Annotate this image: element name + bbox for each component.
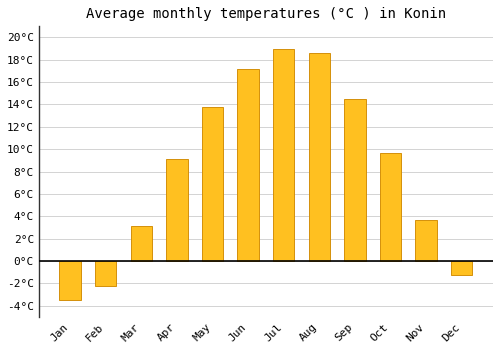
- Bar: [238, 69, 259, 261]
- Bar: [166, 159, 188, 261]
- Bar: [380, 153, 401, 261]
- Bar: [60, 261, 81, 300]
- Bar: [95, 261, 116, 286]
- Bar: [202, 107, 223, 261]
- Bar: [416, 219, 437, 261]
- Title: Average monthly temperatures (°C ) in Konin: Average monthly temperatures (°C ) in Ko…: [86, 7, 446, 21]
- Bar: [273, 49, 294, 261]
- Bar: [308, 53, 330, 261]
- Bar: [130, 226, 152, 261]
- Bar: [344, 99, 366, 261]
- Bar: [451, 261, 472, 275]
